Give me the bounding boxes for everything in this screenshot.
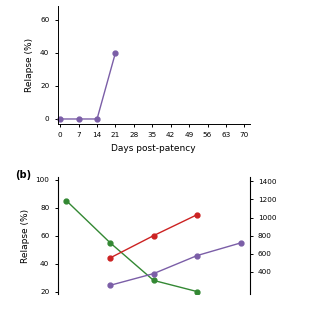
Y-axis label: Relapse (%): Relapse (%): [21, 209, 30, 263]
Y-axis label: Relapse (%): Relapse (%): [26, 38, 35, 92]
X-axis label: Days post-patency: Days post-patency: [111, 144, 196, 153]
Text: (b): (b): [15, 170, 31, 180]
